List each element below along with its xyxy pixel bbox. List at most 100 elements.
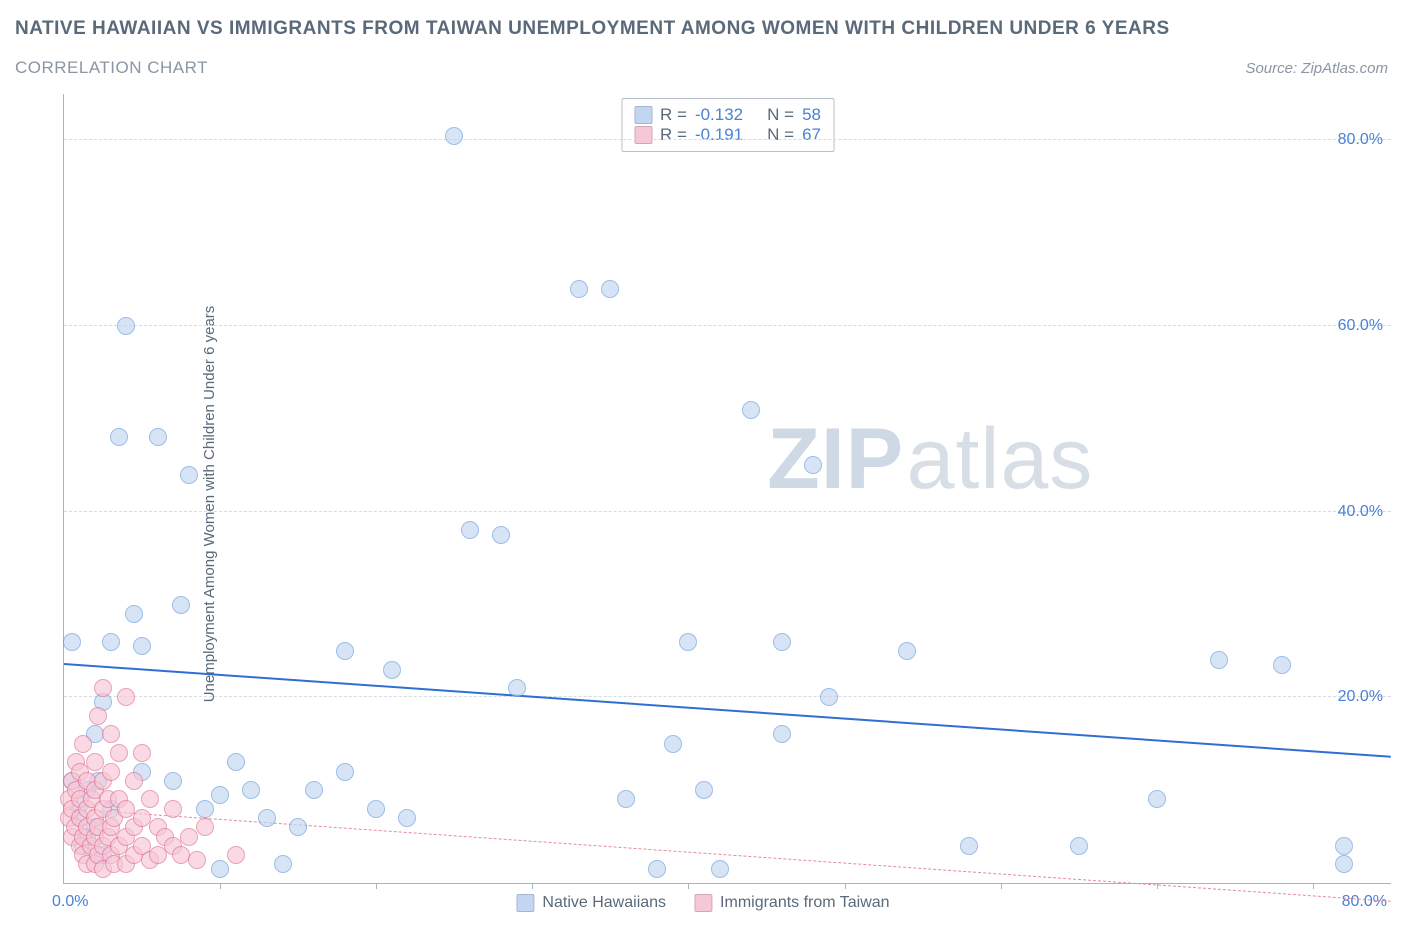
data-point xyxy=(74,735,92,753)
data-point xyxy=(274,855,292,873)
x-tick-mark xyxy=(688,883,689,889)
y-tick-label: 60.0% xyxy=(1338,317,1383,335)
stats-row: R = -0.191 N = 67 xyxy=(634,125,821,145)
correlation-stats-box: R = -0.132 N = 58 R = -0.191 N = 67 xyxy=(621,98,834,152)
gridline xyxy=(64,511,1391,512)
stat-label: R = xyxy=(660,105,687,125)
data-point xyxy=(445,127,463,145)
series-swatch xyxy=(634,126,652,144)
watermark-zip: ZIP xyxy=(767,410,904,509)
data-point xyxy=(180,466,198,484)
data-point xyxy=(141,790,159,808)
data-point xyxy=(196,818,214,836)
data-point xyxy=(664,735,682,753)
data-point xyxy=(149,428,167,446)
x-tick-mark xyxy=(1001,883,1002,889)
data-point xyxy=(695,781,713,799)
legend-label: Native Hawaiians xyxy=(542,894,666,912)
r-value: -0.191 xyxy=(695,125,743,145)
x-tick-mark xyxy=(532,883,533,889)
data-point xyxy=(336,763,354,781)
data-point xyxy=(125,772,143,790)
data-point xyxy=(508,679,526,697)
bottom-legend: Native Hawaiians Immigrants from Taiwan xyxy=(516,894,889,912)
data-point xyxy=(94,679,112,697)
x-tick-mark xyxy=(845,883,846,889)
data-point xyxy=(1210,651,1228,669)
data-point xyxy=(773,633,791,651)
data-point xyxy=(601,280,619,298)
data-point xyxy=(258,809,276,827)
data-point xyxy=(172,596,190,614)
data-point xyxy=(1335,837,1353,855)
x-tick-mark xyxy=(376,883,377,889)
data-point xyxy=(617,790,635,808)
data-point xyxy=(336,642,354,660)
n-value: 58 xyxy=(802,105,821,125)
legend-swatch xyxy=(516,894,534,912)
stat-label: N = xyxy=(767,125,794,145)
legend-item: Native Hawaiians xyxy=(516,894,666,912)
data-point xyxy=(196,800,214,818)
y-tick-label: 80.0% xyxy=(1338,131,1383,149)
x-axis-min-label: 0.0% xyxy=(52,893,88,911)
legend-item: Immigrants from Taiwan xyxy=(694,894,890,912)
x-tick-mark xyxy=(1313,883,1314,889)
data-point xyxy=(63,633,81,651)
stat-label: R = xyxy=(660,125,687,145)
trend-line xyxy=(64,663,1391,758)
data-point xyxy=(960,837,978,855)
x-axis-max-label: 80.0% xyxy=(1342,893,1387,911)
data-point xyxy=(227,753,245,771)
data-point xyxy=(804,456,822,474)
gridline xyxy=(64,696,1391,697)
data-point xyxy=(211,860,229,878)
y-tick-label: 20.0% xyxy=(1338,688,1383,706)
plot-area: ZIP atlas R = -0.132 N = 58 R = -0.191 N… xyxy=(63,94,1391,884)
data-point xyxy=(242,781,260,799)
data-point xyxy=(289,818,307,836)
watermark-atlas: atlas xyxy=(907,410,1094,509)
data-point xyxy=(461,521,479,539)
data-point xyxy=(133,744,151,762)
y-tick-label: 40.0% xyxy=(1338,503,1383,521)
data-point xyxy=(820,688,838,706)
data-point xyxy=(102,633,120,651)
r-value: -0.132 xyxy=(695,105,743,125)
data-point xyxy=(711,860,729,878)
data-point xyxy=(164,772,182,790)
series-swatch xyxy=(634,106,652,124)
data-point xyxy=(1148,790,1166,808)
data-point xyxy=(679,633,697,651)
data-point xyxy=(211,786,229,804)
gridline xyxy=(64,139,1391,140)
data-point xyxy=(102,763,120,781)
data-point xyxy=(188,851,206,869)
data-point xyxy=(742,401,760,419)
data-point xyxy=(1273,656,1291,674)
data-point xyxy=(110,744,128,762)
data-point xyxy=(102,725,120,743)
data-point xyxy=(570,280,588,298)
data-point xyxy=(305,781,323,799)
legend-swatch xyxy=(694,894,712,912)
data-point xyxy=(133,637,151,655)
n-value: 67 xyxy=(802,125,821,145)
data-point xyxy=(773,725,791,743)
data-point xyxy=(383,661,401,679)
data-point xyxy=(1335,855,1353,873)
data-point xyxy=(89,707,107,725)
data-point xyxy=(164,800,182,818)
stat-label: N = xyxy=(767,105,794,125)
data-point xyxy=(398,809,416,827)
data-point xyxy=(125,605,143,623)
chart-subtitle: CORRELATION CHART xyxy=(15,58,1170,78)
data-point xyxy=(898,642,916,660)
x-tick-mark xyxy=(220,883,221,889)
chart-title: NATIVE HAWAIIAN VS IMMIGRANTS FROM TAIWA… xyxy=(15,18,1170,40)
gridline xyxy=(64,325,1391,326)
data-point xyxy=(1070,837,1088,855)
data-point xyxy=(117,317,135,335)
data-point xyxy=(492,526,510,544)
legend-label: Immigrants from Taiwan xyxy=(720,894,890,912)
